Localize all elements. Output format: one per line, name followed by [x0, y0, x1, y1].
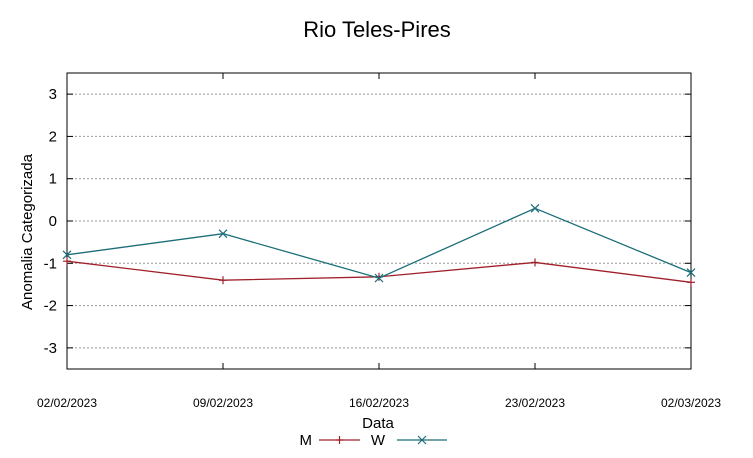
data-point-W — [686, 268, 696, 278]
grid — [67, 93, 691, 349]
x-tick-label: 02/03/2023 — [661, 396, 721, 410]
data-point-M — [219, 276, 227, 285]
y-tick-label: 2 — [49, 128, 57, 145]
data-point-W — [62, 250, 72, 260]
y-tick-label: 3 — [49, 86, 57, 103]
y-axis: -3 -2 -1 0 1 2 3 — [44, 86, 691, 357]
y-axis-label: Anomalia Categorizada — [19, 153, 36, 310]
data-point-W — [374, 273, 384, 283]
y-tick-label: 0 — [49, 213, 57, 230]
y-tick-label: -3 — [44, 340, 57, 357]
legend-label: M — [300, 432, 313, 449]
data-point-M — [687, 278, 695, 287]
x-tick-label: 23/02/2023 — [505, 396, 565, 410]
x-axis: 02/02/2023 09/02/2023 16/02/2023 23/02/2023… — [37, 73, 721, 410]
x-tick-label: 09/02/2023 — [193, 396, 253, 410]
y-tick-label: 1 — [49, 171, 57, 188]
x-tick-label: 16/02/2023 — [349, 396, 409, 410]
legend-label: W — [371, 432, 386, 449]
legend-marker — [417, 435, 427, 445]
series-line-W — [66, 207, 692, 279]
data-point-W — [530, 203, 540, 213]
data-point-M — [63, 257, 71, 266]
x-axis-label: Data — [362, 415, 394, 432]
data-point-W — [218, 229, 228, 239]
chart-title: Rio Teles-Pires — [303, 17, 451, 42]
data-point-M — [531, 258, 539, 267]
series-layer — [62, 203, 696, 287]
legend-marker — [335, 436, 344, 444]
y-tick-label: -1 — [44, 255, 57, 272]
x-tick-label: 02/02/2023 — [37, 396, 97, 410]
y-tick-label: -2 — [44, 298, 57, 315]
